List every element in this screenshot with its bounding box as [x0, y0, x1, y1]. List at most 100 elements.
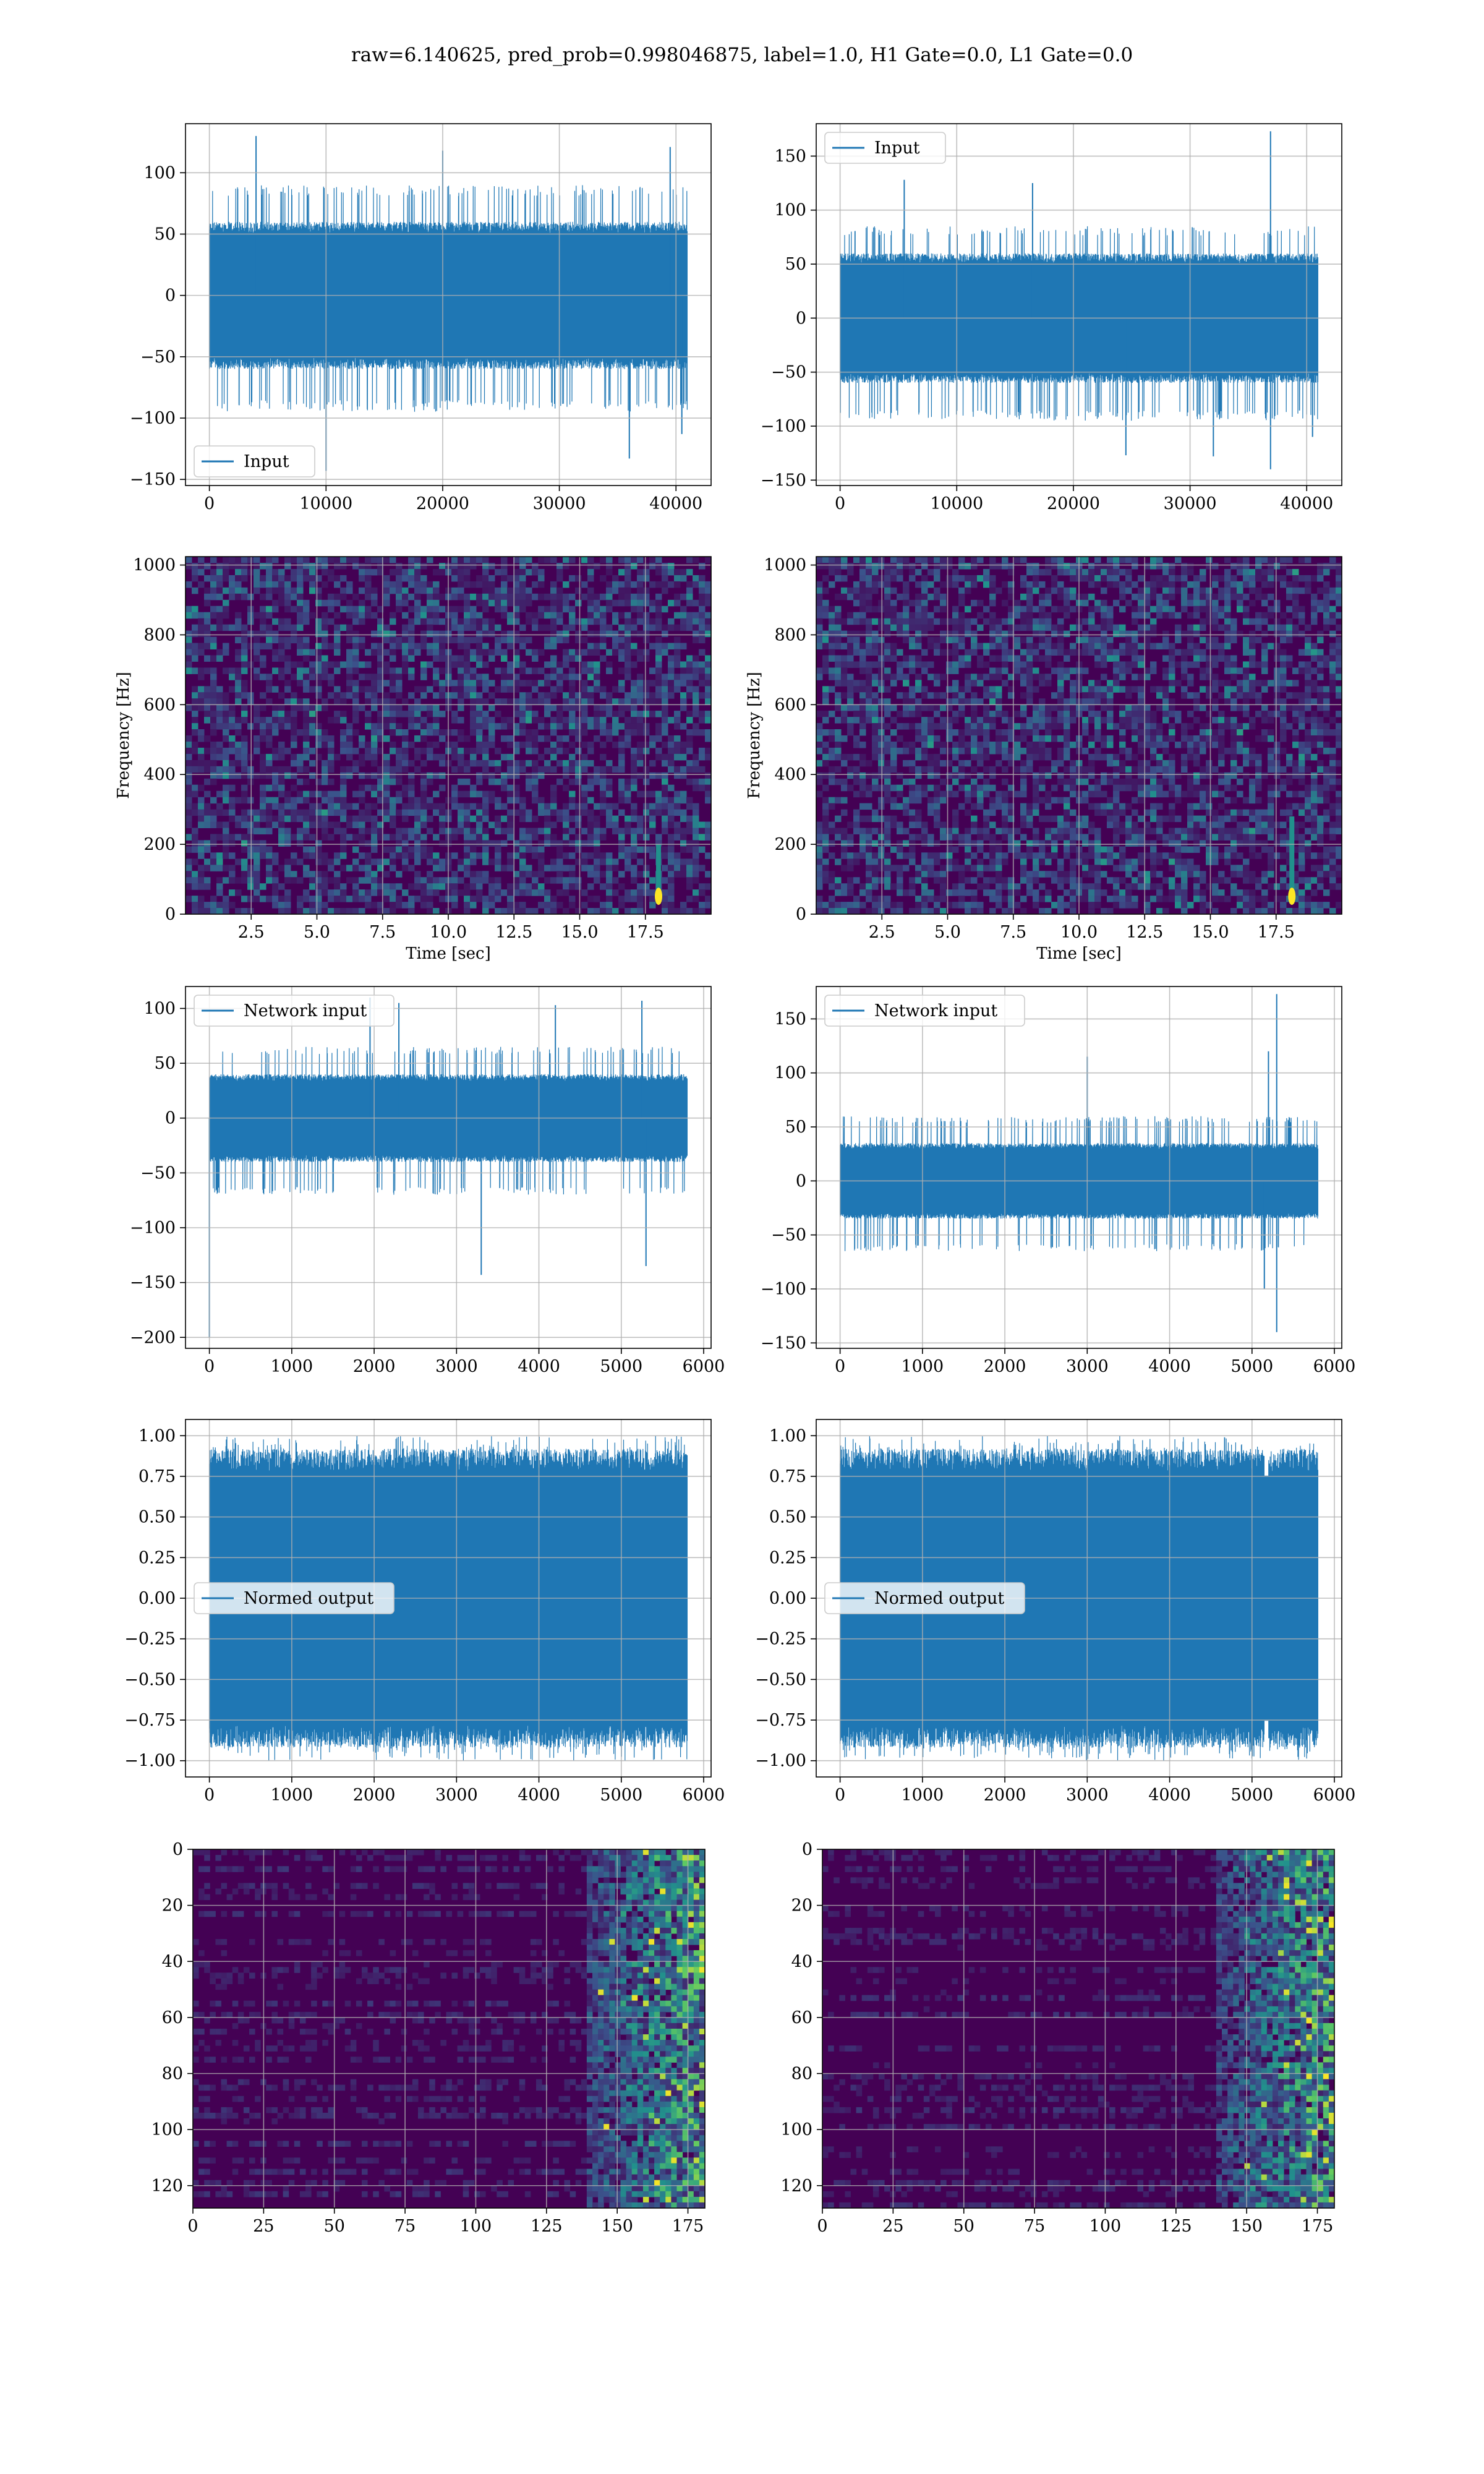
- r1c1-cell: [1162, 692, 1169, 699]
- r1c0-cell: [390, 902, 396, 909]
- r1c0-cell: [594, 778, 600, 785]
- r1c1-cell: [971, 630, 978, 638]
- r1c0-cell: [631, 896, 638, 902]
- r1c0-cell: [501, 630, 508, 638]
- r1c1-cell: [816, 723, 823, 730]
- r1c1-cell: [1026, 723, 1033, 730]
- r1c0-cell: [680, 772, 687, 779]
- r1c1-cell: [965, 630, 971, 638]
- r1c0-cell: [439, 760, 446, 767]
- r1c1-cell: [1088, 636, 1095, 644]
- r1c1-cell: [847, 655, 854, 662]
- r1c0-cell: [488, 883, 495, 890]
- r1c0-cell: [488, 593, 495, 601]
- r1c1-cell: [1230, 704, 1237, 711]
- r1c1-cell: [872, 661, 879, 668]
- r1c0-cell: [482, 698, 489, 705]
- r1c0-cell: [612, 686, 619, 693]
- r1c1-cell: [1138, 655, 1145, 662]
- r1c0-cell: [303, 680, 310, 687]
- r1c0-cell: [699, 612, 706, 619]
- r1c0-cell: [495, 815, 501, 823]
- r1c1-cell: [927, 581, 934, 588]
- r1c0-cell: [655, 735, 662, 742]
- r1c1-cell: [897, 674, 903, 680]
- r1c0-cell: [241, 593, 248, 601]
- r1c1-cell: [853, 599, 860, 607]
- r1c0-cell: [420, 729, 427, 736]
- r1c1-cell: [1033, 630, 1039, 638]
- r1c0-cell: [587, 606, 594, 613]
- r1c0-cell: [192, 803, 198, 810]
- r1c0-cell: [315, 667, 322, 674]
- r1c0-cell: [186, 772, 192, 779]
- r1c1-cell: [1175, 649, 1182, 656]
- r1c0-cell: [198, 667, 205, 674]
- r1c0-cell: [563, 840, 569, 847]
- r1c0-cell: [482, 599, 489, 607]
- r1c0-cell: [544, 674, 551, 680]
- r1c0-cell: [204, 858, 211, 865]
- r1c0-cell: [309, 661, 316, 668]
- r1c1-cell: [841, 593, 848, 601]
- r1c0-cell: [303, 742, 310, 748]
- r1c0-cell: [637, 686, 644, 693]
- r1c1-cell: [1064, 698, 1070, 705]
- r1c0-cell: [532, 760, 539, 767]
- r1c0-cell: [662, 742, 668, 748]
- r1c1-cell: [1070, 717, 1077, 724]
- r1c0-cell: [408, 643, 415, 649]
- r1c1-cell: [1193, 655, 1200, 662]
- r1c1-cell: [1045, 735, 1052, 742]
- r1c0-cell: [334, 643, 341, 649]
- r1c0-cell: [427, 729, 433, 736]
- r1c0-cell: [229, 889, 236, 896]
- r1c0-cell: [600, 778, 607, 785]
- r1c0-cell: [352, 692, 359, 699]
- r1c0-cell: [204, 803, 211, 810]
- r1c0-cell: [569, 896, 576, 902]
- r1c0-cell: [235, 753, 242, 761]
- r1c0-cell: [587, 643, 594, 649]
- r1c1-cell: [965, 624, 971, 631]
- r1c0-cell: [433, 753, 440, 761]
- r1c1-cell: [903, 711, 910, 717]
- r1c1-cell: [822, 563, 829, 570]
- r1c0-cell: [451, 784, 458, 792]
- r1c1-cell: [903, 655, 910, 662]
- r1c1-cell: [872, 698, 879, 705]
- r1c1-cell: [903, 612, 910, 619]
- r1c0-cell: [507, 908, 514, 914]
- r1c1-cell: [1230, 667, 1237, 674]
- r1c1-cell: [965, 563, 971, 570]
- r1c0-cell: [216, 612, 223, 619]
- r1c0-cell: [414, 563, 421, 570]
- r1c0-cell: [569, 717, 576, 724]
- r1c0-cell: [390, 630, 396, 638]
- r1c0-cell: [606, 563, 613, 570]
- r1c1-cell: [1162, 612, 1169, 619]
- r1c0-cell: [699, 784, 706, 792]
- r1c1-cell: [878, 735, 885, 742]
- r1c1-cell: [989, 723, 996, 730]
- r1c0-cell: [625, 698, 631, 705]
- r1c0-cell: [606, 778, 613, 785]
- r1c0-cell: [414, 815, 421, 823]
- r1c0-cell: [402, 803, 409, 810]
- r1c1-cell: [1243, 661, 1250, 668]
- r1c0-cell: [488, 877, 495, 884]
- r1c1-cell: [971, 674, 978, 680]
- r1c0-cell: [476, 655, 483, 662]
- r1c1-cell: [1311, 649, 1318, 656]
- r1c0-cell: [674, 575, 681, 582]
- r1c0-cell: [495, 568, 501, 576]
- r1c1-cell: [1119, 624, 1126, 631]
- r1c0-cell: [482, 858, 489, 865]
- r1c0-cell: [501, 612, 508, 619]
- r1c0-cell: [587, 698, 594, 705]
- r1c0-cell: [594, 871, 600, 878]
- r1c0-cell: [513, 618, 520, 625]
- r1c1-cell: [1045, 729, 1052, 736]
- r1c1-cell: [934, 618, 940, 625]
- r1c1-cell: [1132, 674, 1138, 680]
